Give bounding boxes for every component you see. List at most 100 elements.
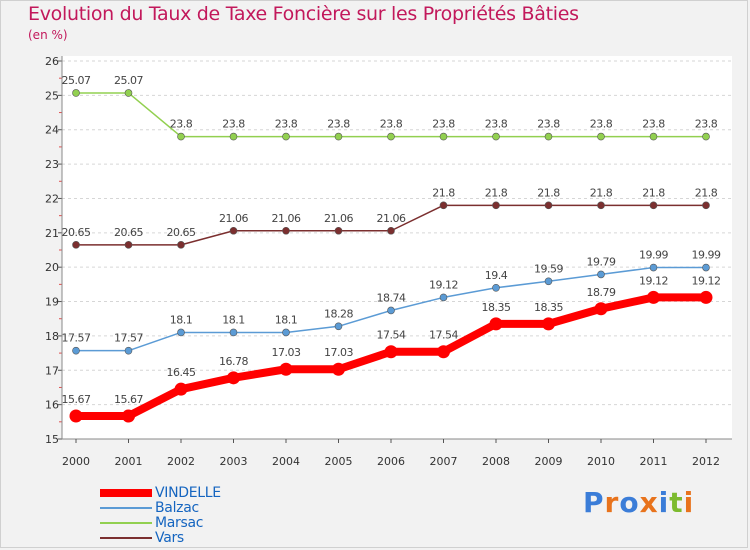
data-point — [122, 409, 135, 423]
y-tick-label: 15 — [45, 433, 59, 446]
data-point — [702, 201, 710, 210]
y-tick-label: 17 — [45, 364, 59, 377]
legend-swatch — [100, 489, 152, 497]
y-tick-label: 23 — [45, 158, 59, 171]
proxiti-logo: Proxiti — [583, 486, 695, 519]
x-tick-label: 2012 — [692, 455, 720, 468]
data-point — [124, 89, 133, 97]
x-tick-label: 2008 — [482, 455, 510, 468]
data-label: 17.54 — [377, 329, 406, 342]
legend-item-vindelle: VINDELLE — [100, 485, 300, 501]
data-label: 18.35 — [534, 301, 563, 314]
data-point — [177, 132, 185, 141]
data-label: 23.8 — [590, 118, 613, 131]
data-label: 16.78 — [219, 355, 248, 368]
y-tick-label: 19 — [45, 296, 59, 309]
x-tick-label: 2005 — [325, 455, 353, 468]
data-label: 21.8 — [695, 186, 718, 199]
x-tick-label: 2011 — [640, 455, 668, 468]
data-label: 18.1 — [222, 313, 245, 326]
data-label: 18.35 — [482, 301, 511, 314]
legend-swatch — [100, 537, 152, 539]
data-point — [489, 317, 503, 331]
data-label: 21.06 — [272, 212, 301, 225]
data-label: 21.8 — [642, 186, 665, 199]
data-point — [649, 132, 658, 141]
legend-item-balzac: Balzac — [100, 500, 300, 516]
legend: VINDELLE Balzac Marsac Vars — [100, 485, 300, 546]
legend-label: Vars — [155, 530, 184, 546]
x-tick-label: 2006 — [377, 455, 405, 468]
data-point — [439, 132, 448, 141]
data-label: 16.45 — [167, 366, 196, 379]
data-label: 23.8 — [170, 118, 193, 131]
data-label: 25.07 — [114, 74, 143, 87]
x-tick-label: 2002 — [167, 455, 195, 468]
data-point — [544, 132, 553, 141]
data-point — [72, 346, 80, 355]
data-point — [174, 382, 188, 396]
data-point — [384, 345, 398, 359]
series-balzac: 17.57 17.57 18.1 18.1 18.1 18.28 18.74 19.12 19.… — [62, 249, 721, 355]
data-point — [282, 226, 290, 235]
data-point — [649, 201, 658, 210]
data-label: 20.65 — [114, 226, 143, 239]
data-label: 18.1 — [275, 313, 298, 326]
data-point — [439, 201, 448, 210]
data-label: 18.74 — [377, 291, 406, 304]
data-point — [439, 293, 448, 302]
data-label: 19.12 — [692, 274, 721, 287]
data-point — [699, 290, 713, 304]
data-point — [492, 132, 500, 141]
plot-area — [62, 56, 732, 439]
data-point — [332, 362, 345, 376]
legend-swatch — [100, 507, 152, 509]
data-label: 23.8 — [537, 118, 560, 131]
data-label: 19.12 — [639, 274, 668, 287]
data-label: 23.8 — [327, 118, 350, 131]
data-label: 20.65 — [167, 226, 196, 239]
data-label: 25.07 — [62, 74, 91, 87]
series-vindelle: 15.67 15.67 16.45 16.78 17.03 17.03 17.54 17.54… — [62, 274, 721, 423]
data-label: 17.54 — [429, 329, 458, 342]
data-label: 15.67 — [62, 393, 91, 406]
legend-label: VINDELLE — [155, 485, 221, 501]
data-point — [542, 317, 555, 331]
data-point — [72, 241, 80, 249]
data-label: 15.67 — [114, 393, 143, 406]
data-point — [72, 89, 80, 97]
data-label: 21.06 — [219, 212, 248, 225]
data-point — [227, 371, 240, 385]
data-label: 21.06 — [377, 212, 406, 225]
data-label: 19.4 — [485, 269, 508, 282]
data-label: 17.57 — [114, 332, 143, 345]
data-point — [544, 201, 553, 210]
data-label: 19.99 — [639, 249, 668, 262]
data-label: 19.79 — [587, 255, 616, 268]
data-point — [177, 328, 185, 337]
data-label: 21.8 — [485, 186, 508, 199]
y-tick-label: 24 — [45, 124, 59, 137]
data-label: 23.8 — [275, 118, 298, 131]
data-label: 18.79 — [587, 286, 616, 299]
chart-title: Evolution du Taux de Taxe Foncière sur l… — [28, 3, 579, 25]
data-point — [177, 241, 185, 249]
legend-swatch — [100, 522, 152, 524]
x-tick-label: 2003 — [220, 455, 248, 468]
data-point — [387, 132, 395, 141]
data-point — [597, 132, 605, 141]
y-tick-label: 16 — [45, 399, 59, 412]
data-point — [597, 270, 605, 279]
legend-item-marsac: Marsac — [100, 515, 300, 531]
y-tick-label: 25 — [45, 89, 59, 102]
data-point — [69, 409, 83, 423]
y-tick-label: 22 — [45, 192, 59, 205]
data-point — [229, 226, 238, 235]
data-point — [334, 226, 343, 235]
data-label: 19.59 — [534, 262, 563, 275]
data-point — [702, 263, 710, 272]
data-label: 17.03 — [272, 346, 301, 359]
x-tick-label: 2001 — [115, 455, 143, 468]
x-tick-label: 2010 — [587, 455, 615, 468]
